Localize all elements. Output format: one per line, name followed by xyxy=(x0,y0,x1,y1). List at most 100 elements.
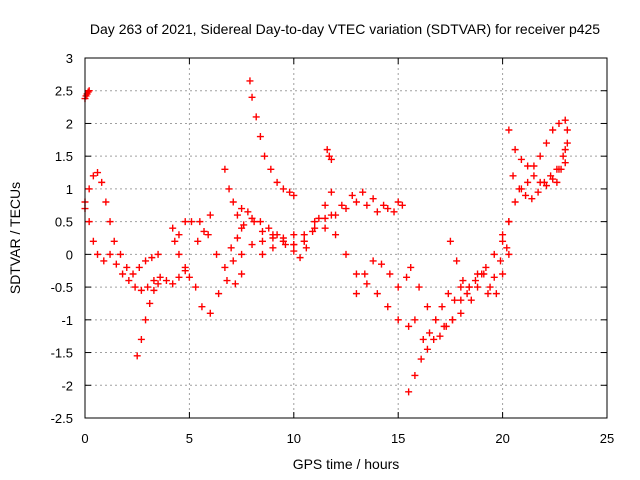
data-point xyxy=(238,205,246,213)
series-arc-13 xyxy=(296,188,335,262)
data-point xyxy=(361,270,369,278)
y-tick-label: -1.5 xyxy=(51,346,73,361)
data-point xyxy=(448,316,456,324)
data-point xyxy=(300,237,308,245)
data-point xyxy=(505,126,513,134)
data-point xyxy=(181,263,189,271)
data-point xyxy=(240,221,248,229)
data-point xyxy=(482,263,490,271)
data-point xyxy=(154,250,162,258)
data-point xyxy=(438,303,446,311)
data-point xyxy=(119,270,127,278)
data-point xyxy=(156,273,164,281)
data-point xyxy=(563,126,571,134)
data-point xyxy=(131,283,139,291)
data-point xyxy=(561,146,569,154)
x-tick-label: 15 xyxy=(391,431,405,446)
data-point xyxy=(279,237,287,245)
data-point xyxy=(440,322,448,330)
data-point xyxy=(332,231,340,239)
data-point xyxy=(561,159,569,167)
data-point xyxy=(398,201,406,209)
data-point xyxy=(229,257,237,265)
data-point xyxy=(162,277,170,285)
series-arc-15 xyxy=(327,188,406,219)
data-point xyxy=(394,198,402,206)
data-point xyxy=(256,133,264,141)
plot-frame xyxy=(84,57,608,419)
data-point xyxy=(524,162,532,170)
data-point xyxy=(267,165,275,173)
data-point xyxy=(85,218,93,226)
data-point xyxy=(426,329,434,337)
series-arc-11 xyxy=(246,77,298,199)
data-point xyxy=(536,152,544,160)
data-point xyxy=(524,178,532,186)
data-point xyxy=(561,116,569,124)
data-point xyxy=(296,254,304,262)
x-axis-label: GPS time / hours xyxy=(293,456,400,472)
series-arc-25 xyxy=(553,126,571,186)
data-point xyxy=(133,352,141,360)
data-point xyxy=(215,290,223,298)
data-point xyxy=(530,162,538,170)
data-point xyxy=(405,388,413,396)
data-point xyxy=(169,280,177,288)
data-point xyxy=(194,237,202,245)
data-point xyxy=(359,188,367,196)
data-point xyxy=(511,146,519,154)
y-axis-label: SDTVAR / TECUs xyxy=(7,182,23,294)
data-point xyxy=(363,201,371,209)
data-point xyxy=(286,188,294,196)
data-point xyxy=(530,172,538,180)
data-point xyxy=(490,273,498,281)
series-arc-21 xyxy=(467,250,513,304)
data-point xyxy=(471,277,479,285)
data-point xyxy=(463,290,471,298)
data-point xyxy=(196,218,204,226)
data-point xyxy=(129,270,137,278)
data-point xyxy=(309,227,317,235)
series-arc-06 xyxy=(171,237,246,317)
data-point xyxy=(150,277,158,285)
data-point xyxy=(559,152,567,160)
data-point xyxy=(327,155,335,163)
data-point xyxy=(248,93,256,101)
data-point xyxy=(89,237,97,245)
data-point xyxy=(223,277,231,285)
chart-title: Day 263 of 2021, Sidereal Day-to-day VTE… xyxy=(90,21,600,37)
data-point xyxy=(94,250,102,258)
data-point xyxy=(542,139,550,147)
x-tick-label: 25 xyxy=(600,431,614,446)
data-point xyxy=(142,316,150,324)
data-point xyxy=(423,345,431,353)
data-point xyxy=(528,195,536,203)
axis-ticks: 0 5 10 15 20 25 -2.5 -2 -1.5 -1 -0.5 0 0.5 1 1.5 2 2.5 3 xyxy=(51,51,615,446)
data-point xyxy=(187,218,195,226)
data-point xyxy=(84,88,92,96)
data-point xyxy=(522,191,530,199)
data-point xyxy=(273,178,281,186)
data-point xyxy=(369,257,377,265)
data-point xyxy=(112,260,120,268)
y-tick-label: 3 xyxy=(66,51,73,66)
y-tick-label: 2.5 xyxy=(55,84,73,99)
series-arc-16 xyxy=(352,257,411,298)
data-point xyxy=(175,231,183,239)
data-point xyxy=(394,316,402,324)
data-point xyxy=(457,283,465,291)
data-point xyxy=(515,185,523,193)
series-arc-19 xyxy=(419,283,471,343)
y-tick-label: 2 xyxy=(66,116,73,131)
data-point xyxy=(457,309,465,317)
data-point xyxy=(446,237,454,245)
data-point xyxy=(106,218,114,226)
data-point xyxy=(85,87,93,95)
data-point xyxy=(233,211,241,219)
data-point xyxy=(430,335,438,343)
data-point xyxy=(137,335,145,343)
data-point xyxy=(98,178,106,186)
data-point xyxy=(256,218,264,226)
